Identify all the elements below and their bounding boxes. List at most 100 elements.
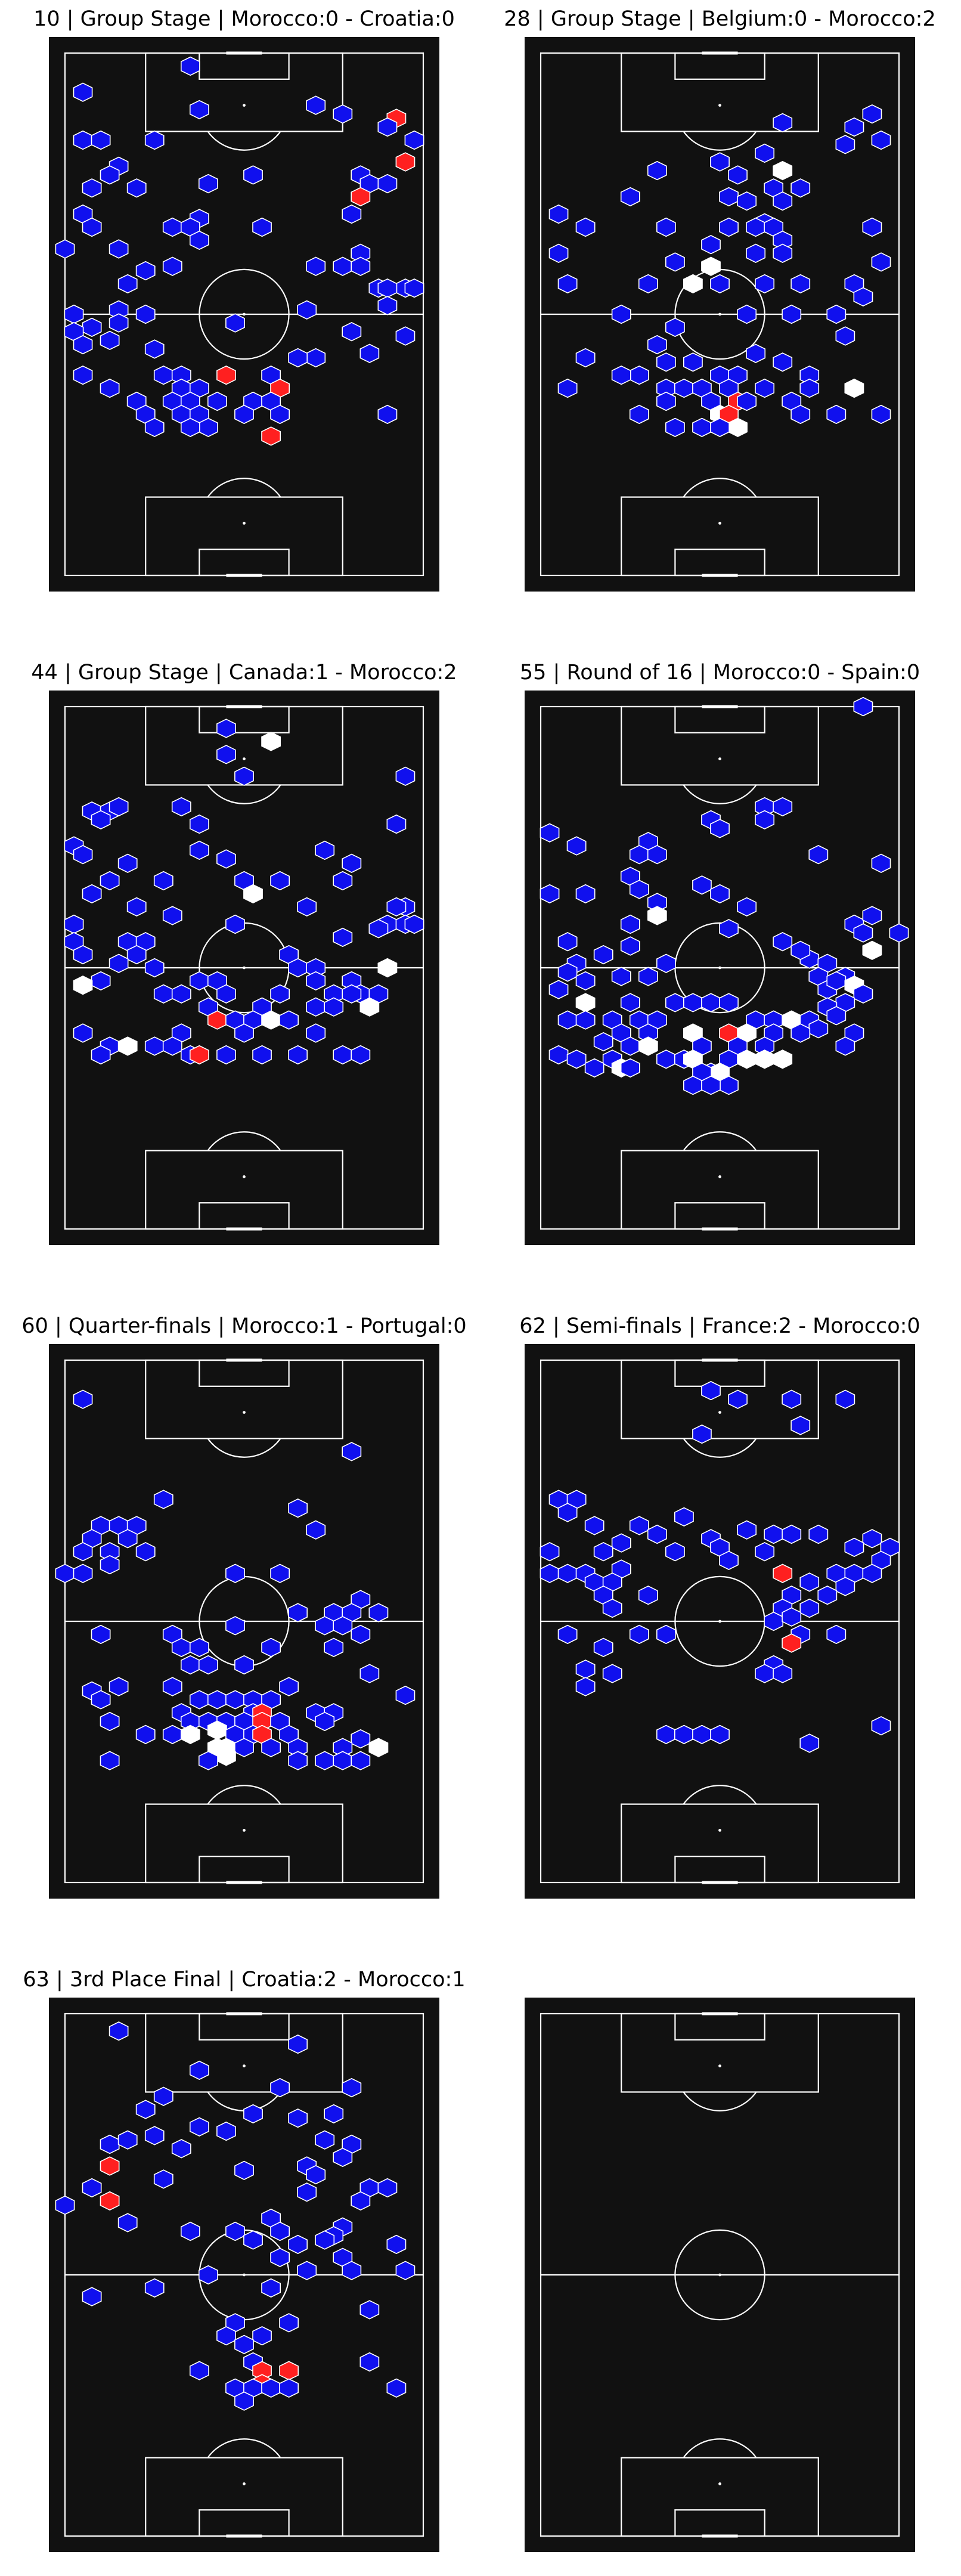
hexbin-cell [100, 2156, 120, 2176]
hexbin-cell [395, 766, 416, 786]
hexbin-cell [207, 391, 227, 411]
hexbin-cell [73, 82, 93, 102]
hexbin-cell [279, 2361, 299, 2380]
hexbin-cell [306, 1520, 326, 1540]
hexbin-cell [377, 117, 398, 137]
hexbin-cell [557, 962, 578, 982]
hexbin-cell [181, 1724, 200, 1744]
hexbin-cell [593, 1032, 613, 1052]
bottom-penalty-spot [243, 1829, 246, 1832]
hexbin-cell [377, 174, 398, 194]
hexbin-cell [190, 2117, 209, 2137]
panel-title: 28 | Group Stage | Belgium:0 - Morocco:2 [504, 7, 936, 31]
centre-spot [718, 966, 721, 970]
hexbin-cell [306, 1023, 326, 1043]
hexbin-cell [737, 391, 757, 411]
hexbin-cell [190, 2060, 209, 2080]
hexbin-cell [288, 1498, 308, 1518]
hexbin-cell [540, 823, 560, 843]
hexbin-cell [773, 160, 793, 181]
hexbin-cell [270, 2077, 290, 2098]
hexbin-cell [216, 984, 236, 1004]
hexbin-cell [746, 217, 766, 237]
hexbin-cell [181, 56, 200, 76]
hexbin-cell [91, 971, 111, 991]
hexbin-layer [55, 1389, 416, 1770]
hexbin-cell [126, 945, 147, 965]
hexbin-cell [782, 1633, 802, 1653]
hexbin-cell [162, 256, 182, 276]
hexbin-cell [162, 906, 182, 925]
hexbin-cell [100, 1711, 120, 1732]
hexbin-cell [773, 797, 793, 817]
hexbin-cell [351, 1751, 371, 1770]
hexbin-cell [153, 2086, 173, 2106]
hexbin-layer [64, 719, 424, 1065]
hexbin-cell [135, 261, 156, 281]
hexbin-cell [359, 997, 380, 1017]
hexbin-cell [638, 1036, 658, 1056]
hexbin-cell [91, 810, 111, 829]
pitch-markings [540, 2012, 900, 2538]
hexbin-cell [270, 984, 290, 1004]
hexbin-cell [719, 187, 739, 207]
hexbin-cell [368, 1738, 389, 1757]
hexbin-cell [333, 256, 353, 276]
hexbin-cell [82, 178, 102, 198]
hexbin-cell [207, 1690, 227, 1710]
hexbin-cell [297, 300, 317, 320]
bottom-penalty-spot [718, 522, 721, 525]
hexbin-layer [55, 56, 424, 446]
hexbin-cell [342, 2261, 362, 2280]
hexbin-cell [548, 980, 569, 999]
hexbin-cell [279, 2313, 299, 2333]
hexbin-cell [656, 352, 676, 372]
centre-spot [243, 312, 246, 316]
hexbin-cell [342, 1442, 362, 1462]
hexbin-cell [674, 1724, 694, 1744]
hexbin-cell [584, 1058, 604, 1078]
hexbin-cell [144, 958, 165, 978]
hexbin-cell [225, 914, 245, 934]
hexbin-cell [710, 274, 730, 294]
hexbin-cell [737, 1049, 757, 1069]
hexbin-cell [692, 875, 712, 895]
hexbin-cell [342, 853, 362, 873]
hexbin-cell [117, 274, 138, 294]
hexbin-cell [844, 1537, 864, 1558]
hexbin-cell [790, 940, 811, 960]
centre-spot [718, 2273, 721, 2277]
hexbin-cell [719, 217, 739, 237]
hexbin-cell [773, 352, 793, 372]
hexbin-cell [270, 871, 290, 891]
hexbin-cell [306, 348, 326, 368]
bottom-penalty-spot [243, 1175, 246, 1178]
hexbin-cell [261, 426, 281, 446]
hexbin-cell [566, 836, 587, 856]
hexbin-cell [710, 417, 730, 437]
hexbin-cell [755, 1542, 775, 1562]
centre-circle [199, 268, 290, 360]
pitch-svg [49, 37, 439, 592]
hexbin-cell [288, 2034, 308, 2054]
centre-spot [718, 1620, 721, 1623]
hexbin-cell [73, 1389, 93, 1409]
hexbin-cell [764, 1611, 784, 1631]
hexbin-cell [835, 326, 855, 346]
hexbin-cell [719, 919, 739, 939]
hexbin-cell [540, 1542, 560, 1562]
pitch-spots [718, 757, 721, 1178]
hexbin-cell [647, 845, 667, 865]
hexbin-cell [826, 304, 847, 324]
hexbin-cell [144, 130, 165, 150]
hexbin-cell [773, 113, 793, 132]
hexbin-cell [55, 2196, 75, 2215]
hexbin-cell [782, 1524, 802, 1544]
hexbin-cell [656, 1624, 676, 1645]
hexbin-cell [252, 1045, 272, 1065]
hexbin-cell [243, 2104, 263, 2124]
hexbin-cell [108, 2021, 129, 2041]
hexbin-cell [234, 2391, 254, 2411]
hexbin-cell [342, 322, 362, 342]
hexbin-cell [728, 1389, 748, 1409]
